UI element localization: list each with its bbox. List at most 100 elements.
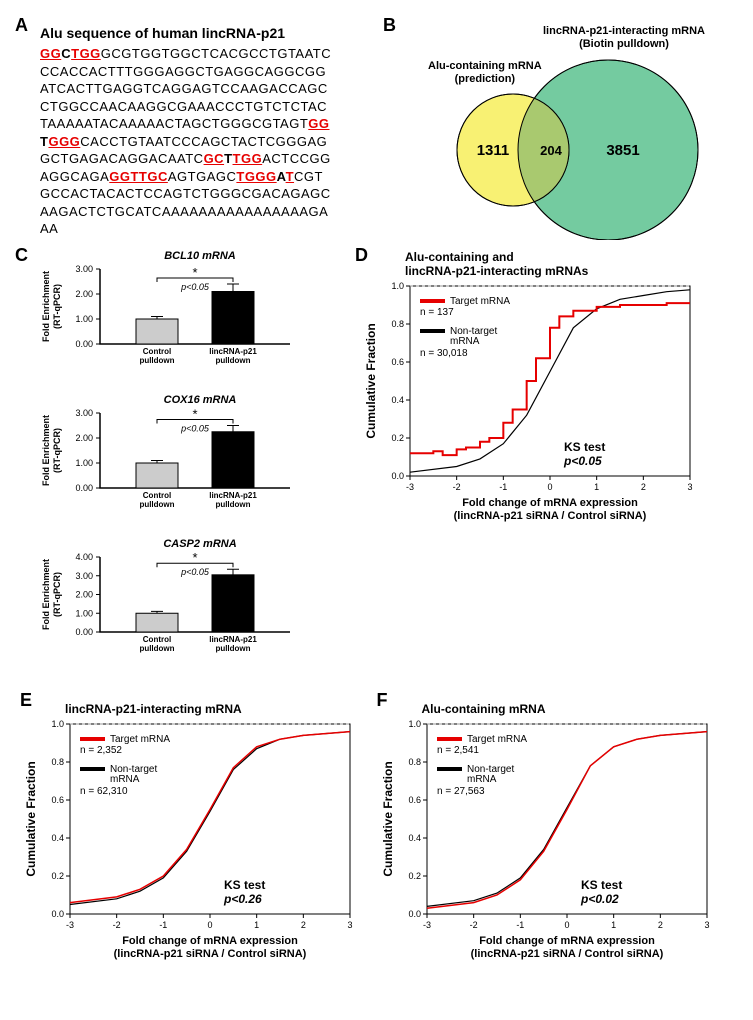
svg-text:1.0: 1.0	[391, 281, 404, 291]
svg-text:lincRNA-p21pulldown: lincRNA-p21pulldown	[209, 635, 257, 653]
panel-e-label: E	[20, 690, 32, 711]
svg-text:-2: -2	[453, 482, 461, 492]
svg-text:3: 3	[704, 920, 709, 930]
svg-text:204: 204	[540, 143, 562, 158]
svg-text:Cumulative Fraction: Cumulative Fraction	[381, 761, 395, 876]
svg-text:lincRNA-p21pulldown: lincRNA-p21pulldown	[209, 491, 257, 509]
svg-text:0.6: 0.6	[51, 795, 64, 805]
svg-text:n = 62,310: n = 62,310	[80, 786, 128, 797]
svg-text:1311: 1311	[477, 142, 510, 159]
panel-f: F Alu-containing mRNA-3-2-101230.00.20.4…	[377, 692, 734, 969]
svg-text:3851: 3851	[606, 142, 639, 159]
panel-e: E lincRNA-p21-interacting mRNA-3-2-10123…	[20, 692, 377, 969]
svg-text:3: 3	[687, 482, 692, 492]
svg-text:3.00: 3.00	[75, 408, 93, 418]
svg-text:1.0: 1.0	[408, 719, 421, 729]
svg-text:0.0: 0.0	[51, 909, 64, 919]
svg-text:0.00: 0.00	[75, 627, 93, 637]
svg-text:Fold change of mRNA expression: Fold change of mRNA expression(lincRNA-p…	[470, 935, 663, 960]
svg-text:lincRNA-p21pulldown: lincRNA-p21pulldown	[209, 347, 257, 365]
svg-text:3: 3	[347, 920, 352, 930]
svg-text:n = 30,018: n = 30,018	[420, 348, 468, 359]
svg-text:n = 27,563: n = 27,563	[437, 786, 485, 797]
svg-text:KS test: KS test	[224, 878, 265, 892]
svg-text:-1: -1	[159, 920, 167, 930]
svg-text:1.0: 1.0	[51, 719, 64, 729]
svg-text:1: 1	[594, 482, 599, 492]
svg-text:*: *	[192, 552, 197, 565]
cdf-d-plot: Alu-containing andlincRNA-p21-interactin…	[360, 250, 733, 531]
svg-text:Fold change of mRNA expression: Fold change of mRNA expression(lincRNA-p…	[114, 935, 307, 960]
svg-text:Controlpulldown: Controlpulldown	[139, 635, 174, 653]
svg-text:0.0: 0.0	[391, 471, 404, 481]
svg-text:2: 2	[641, 482, 646, 492]
panel-a-title: Alu sequence of human lincRNA-p21	[40, 25, 393, 41]
svg-text:mRNA: mRNA	[467, 774, 497, 785]
svg-text:-3: -3	[422, 920, 430, 930]
svg-text:2.00: 2.00	[75, 289, 93, 299]
svg-text:3.00: 3.00	[75, 264, 93, 274]
svg-text:0.4: 0.4	[51, 833, 64, 843]
svg-text:1: 1	[254, 920, 259, 930]
svg-text:p<0.05: p<0.05	[180, 282, 210, 292]
svg-text:*: *	[192, 265, 197, 280]
svg-text:0.6: 0.6	[391, 357, 404, 367]
svg-text:mRNA: mRNA	[450, 336, 480, 347]
svg-text:0.6: 0.6	[408, 795, 421, 805]
svg-text:Cumulative Fraction: Cumulative Fraction	[364, 323, 378, 438]
svg-text:0.8: 0.8	[51, 757, 64, 767]
svg-text:Controlpulldown: Controlpulldown	[139, 347, 174, 365]
panel-a-label: A	[15, 15, 28, 36]
cdf-e-plot: lincRNA-p21-interacting mRNA-3-2-101230.…	[20, 702, 377, 969]
svg-text:0.8: 0.8	[391, 319, 404, 329]
svg-text:Controlpulldown: Controlpulldown	[139, 491, 174, 509]
svg-text:0.2: 0.2	[391, 433, 404, 443]
svg-text:2.00: 2.00	[75, 590, 93, 600]
svg-text:0: 0	[207, 920, 212, 930]
svg-text:0: 0	[547, 482, 552, 492]
svg-text:-1: -1	[499, 482, 507, 492]
svg-text:n = 137: n = 137	[420, 307, 454, 318]
svg-text:-2: -2	[113, 920, 121, 930]
svg-text:0.00: 0.00	[75, 483, 93, 493]
cdf-f-plot: Alu-containing mRNA-3-2-101230.00.20.40.…	[377, 702, 734, 969]
svg-text:4.00: 4.00	[75, 552, 93, 562]
svg-text:Fold Enrichment(RT-qPCR): Fold Enrichment(RT-qPCR)	[41, 559, 62, 630]
svg-text:0.8: 0.8	[408, 757, 421, 767]
svg-text:2: 2	[657, 920, 662, 930]
bar-charts-container: BCL10 mRNA0.001.002.003.00Controlpulldow…	[40, 250, 360, 667]
svg-text:KS test: KS test	[581, 878, 622, 892]
panel-c: C BCL10 mRNA0.001.002.003.00Controlpulld…	[20, 240, 360, 682]
svg-text:0.0: 0.0	[408, 909, 421, 919]
svg-text:n = 2,541: n = 2,541	[437, 745, 479, 756]
svg-text:2.00: 2.00	[75, 433, 93, 443]
svg-text:1.00: 1.00	[75, 314, 93, 324]
alu-sequence: GGCTGGGCGTGGTGGCTCACGCCTGTAATC CCACCACTT…	[40, 45, 393, 238]
panel-d-label: D	[355, 245, 368, 266]
svg-text:p<0.26: p<0.26	[223, 892, 262, 906]
panel-a: A Alu sequence of human lincRNA-p21 GGCT…	[20, 20, 393, 240]
svg-text:0.4: 0.4	[408, 833, 421, 843]
svg-text:-3: -3	[406, 482, 414, 492]
svg-text:Fold Enrichment(RT-qPCR): Fold Enrichment(RT-qPCR)	[41, 415, 62, 486]
svg-text:0.4: 0.4	[391, 395, 404, 405]
svg-text:Fold Enrichment(RT-qPCR): Fold Enrichment(RT-qPCR)	[41, 271, 62, 342]
svg-text:p<0.05: p<0.05	[180, 424, 210, 434]
svg-text:1: 1	[611, 920, 616, 930]
svg-text:-3: -3	[66, 920, 74, 930]
svg-text:1.00: 1.00	[75, 608, 93, 618]
svg-text:p<0.05: p<0.05	[180, 567, 210, 577]
svg-text:KS test: KS test	[564, 440, 605, 454]
svg-text:p<0.02: p<0.02	[580, 892, 619, 906]
svg-text:*: *	[192, 408, 197, 422]
svg-text:0.2: 0.2	[51, 871, 64, 881]
svg-text:-2: -2	[469, 920, 477, 930]
svg-text:0.00: 0.00	[75, 339, 93, 349]
svg-text:Target mRNA: Target mRNA	[467, 734, 527, 745]
venn-diagram: 13112043851Alu-containing mRNA(predictio…	[393, 20, 733, 240]
panel-c-label: C	[15, 245, 28, 266]
svg-text:Cumulative Fraction: Cumulative Fraction	[24, 761, 38, 876]
svg-text:0.2: 0.2	[408, 871, 421, 881]
svg-text:Target mRNA: Target mRNA	[110, 734, 170, 745]
svg-text:Target mRNA: Target mRNA	[450, 296, 510, 307]
